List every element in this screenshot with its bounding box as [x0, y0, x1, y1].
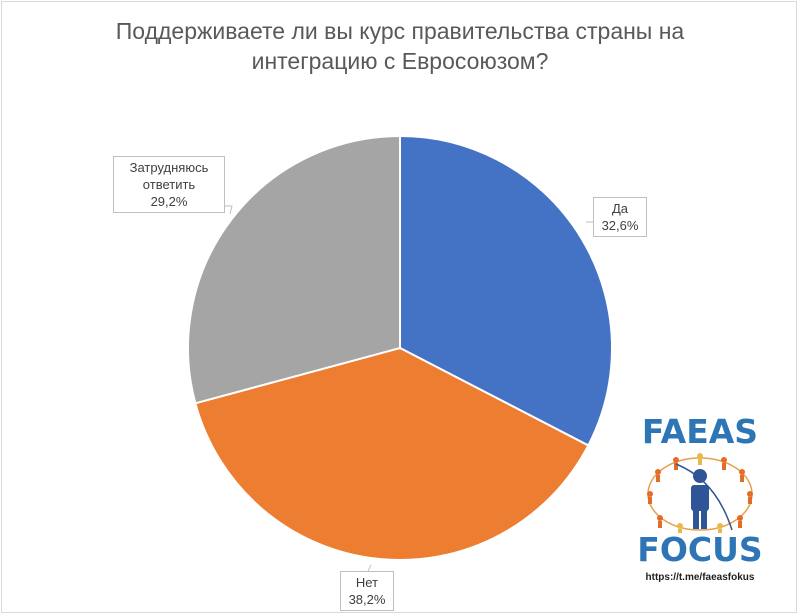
faeas-focus-logo: FAEAS FOCUS https://t.me/faeasfokus [636, 414, 764, 592]
pie-slice-yes [399, 134, 613, 447]
pie-slice-no [194, 346, 590, 561]
pie-slices [187, 134, 613, 561]
data-label-yes: Да 32,6% [593, 197, 647, 237]
data-label-undecided-name-line2: ответить [142, 177, 196, 192]
chart-title: Поддерживаете ли вы курс правительства с… [115, 18, 685, 74]
pie-slice-undecided [187, 134, 401, 405]
data-label-undecided-name-line1: Затрудняюсь [129, 160, 209, 175]
data-label-undecided: Затрудняюсь ответить 29,2% [113, 156, 225, 213]
people-circle-icon [647, 453, 753, 533]
logo-url: https://t.me/faeasfokus [645, 572, 755, 583]
data-label-yes-value: 32,6% [601, 218, 639, 233]
data-label-no: Нет 38,2% [340, 571, 394, 611]
data-label-no-name: Нет [355, 575, 379, 590]
data-label-no-value: 38,2% [348, 592, 386, 607]
logo-top-word: FAEAS [641, 412, 759, 451]
logo-bottom-word: FOCUS [637, 530, 763, 569]
data-label-undecided-value: 29,2% [150, 194, 188, 209]
leader-line-no [367, 564, 372, 572]
leader-line-undecided [225, 205, 233, 215]
data-label-yes-name: Да [611, 201, 629, 216]
